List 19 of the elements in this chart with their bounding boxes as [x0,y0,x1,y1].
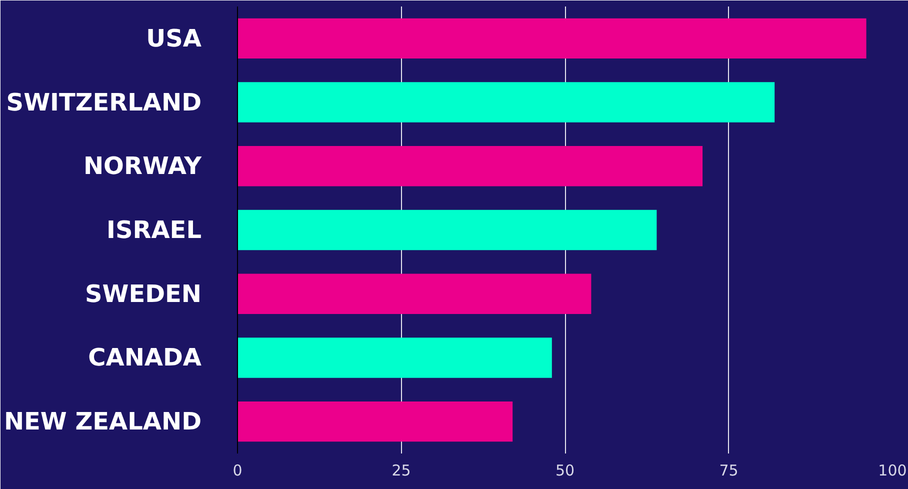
y-tick-label: NEW ZEALAND [4,408,202,436]
y-tick-label: CANADA [88,344,202,372]
y-tick-label: SWITZERLAND [6,88,202,116]
x-tick-label: 100 [878,462,907,480]
y-tick-label: USA [146,24,202,52]
y-tick-label: ISRAEL [106,216,202,244]
bar [238,338,552,378]
y-tick-label: NORWAY [83,152,202,180]
bar [238,146,703,186]
bar [238,82,775,122]
bar [238,210,657,250]
x-tick-label: 75 [719,462,738,480]
bar [238,18,866,59]
x-tick-label: 25 [392,462,411,480]
y-tick-label: SWEDEN [84,280,202,308]
x-tick-label: 0 [232,462,242,480]
bar [238,401,513,442]
bar [238,274,592,314]
x-tick-label: 50 [555,462,575,480]
